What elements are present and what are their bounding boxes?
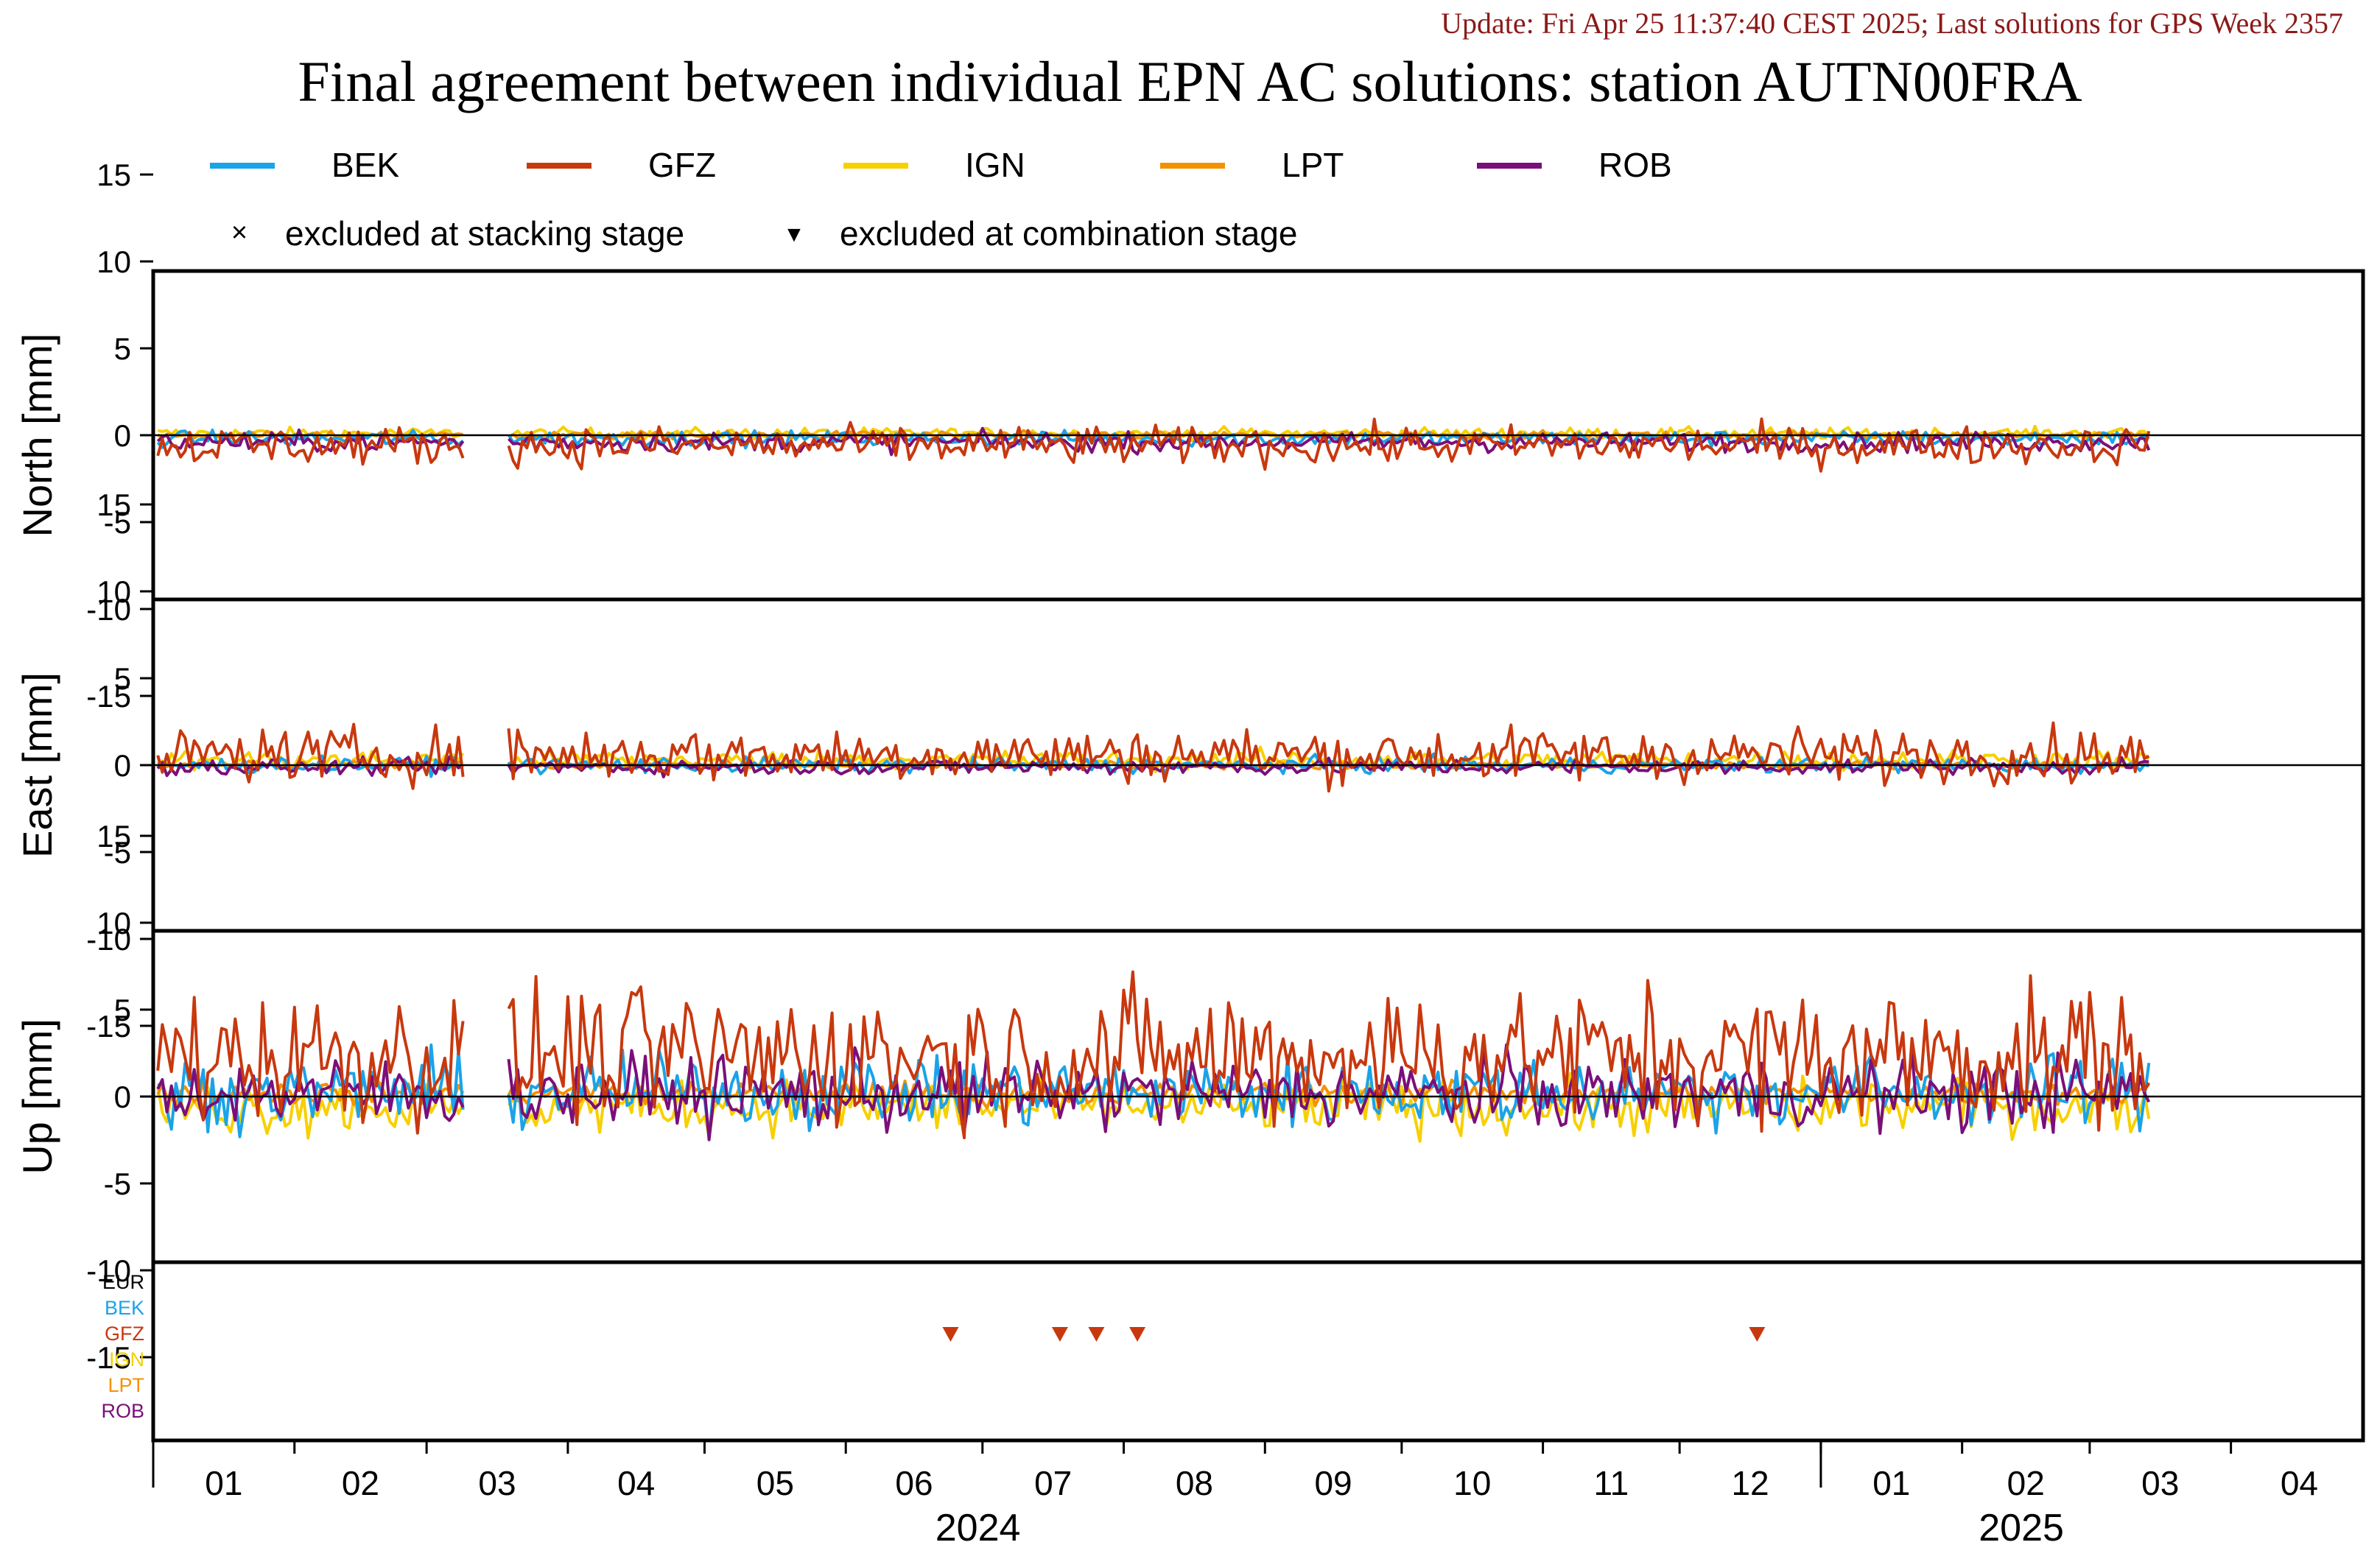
update-timestamp: Update: Fri Apr 25 11:37:40 CEST 2025; L…: [1441, 7, 2343, 40]
exclusion-marker-4: [1129, 1327, 1146, 1342]
y-tick-label: -5: [104, 1166, 131, 1201]
legend-label-bek: BEK: [331, 146, 399, 184]
panel-frames: [140, 173, 2365, 1488]
exclusion-row-label-rob: ROB: [101, 1400, 144, 1422]
x-month-label: 11: [1593, 1464, 1629, 1502]
y-tick-label: -15: [86, 1340, 131, 1375]
exclusion-row-label-gfz: GFZ: [105, 1323, 144, 1345]
exclusion-row-label-ign: IGN: [109, 1348, 144, 1370]
exclusion-row-label-lpt: LPT: [108, 1374, 144, 1396]
x-month-label: 04: [617, 1464, 655, 1502]
exclusion-marker-1: [942, 1327, 959, 1342]
x-month-label: 08: [1176, 1464, 1213, 1502]
y-tick-label: 15: [96, 819, 131, 854]
x-month-label: 05: [757, 1464, 794, 1502]
y-tick-label: 10: [96, 906, 131, 940]
y-tick-label: 10: [96, 244, 131, 279]
x-year-label: 2025: [1979, 1507, 2064, 1545]
exclusion-marker-5: [1749, 1327, 1766, 1342]
exclusion-panel-frame: [151, 1260, 2365, 1443]
y-tick-label: -15: [86, 1009, 131, 1044]
series-lines: [156, 417, 2151, 1342]
axis-labels: 15 10 5 0 -5 -10 -15 North [mm] 15 10 5 0 -5 -10 -15 Ea…: [14, 158, 2318, 1545]
y-tick-label: 10: [96, 574, 131, 609]
exclusion-marker-3: [1088, 1327, 1105, 1342]
y-tick-label: -10: [86, 1253, 131, 1288]
x-month-label: 03: [478, 1464, 516, 1502]
x-month-label: 07: [1034, 1464, 1072, 1502]
y-tick-label: -5: [104, 835, 131, 870]
series-line-gfz-1: [156, 417, 2151, 473]
x-month-label: 02: [342, 1464, 379, 1502]
legend-marker-symbol-2: ▼: [783, 222, 805, 247]
x-month-label: 01: [1872, 1464, 1910, 1502]
x-month-label: 03: [2141, 1464, 2179, 1502]
y-tick-label: 5: [114, 993, 131, 1027]
legend-marker-label-1: excluded at stacking stage: [285, 214, 684, 253]
y-axis-label-1: North [mm]: [14, 334, 60, 538]
legend-label-ign: IGN: [965, 146, 1025, 184]
x-month-label: 12: [1731, 1464, 1769, 1502]
y-tick-label: -10: [86, 922, 131, 957]
x-month-label: 09: [1314, 1464, 1352, 1502]
legend-label-rob: ROB: [1598, 146, 1672, 184]
legend-label-gfz: GFZ: [648, 146, 716, 184]
y-tick-label: -10: [86, 592, 131, 627]
y-axis-label-2: East [mm]: [14, 672, 60, 858]
y-tick-label: 0: [114, 1080, 131, 1114]
y-tick-label: 0: [114, 418, 131, 453]
y-tick-label: -5: [104, 505, 131, 540]
exclusion-row-label-bek: BEK: [105, 1297, 144, 1319]
x-month-label: 06: [895, 1464, 933, 1502]
y-axis-label-3: Up [mm]: [14, 1018, 60, 1175]
chart-title: Final agreement between individual EPN A…: [298, 49, 2082, 113]
legend-label-lpt: LPT: [1282, 146, 1344, 184]
legend: BEK GFZ IGN LPT ROB × excluded at stacking sta…: [210, 146, 1672, 253]
y-tick-label: -15: [86, 679, 131, 714]
x-month-label: 10: [1453, 1464, 1491, 1502]
x-year-label: 2024: [935, 1507, 1021, 1545]
series-line-gfz-3: [156, 970, 2151, 1139]
x-month-label: 02: [2007, 1464, 2045, 1502]
exclusion-marker-2: [1051, 1327, 1068, 1342]
y-tick-label: 5: [114, 661, 131, 696]
y-tick-label: 5: [114, 331, 131, 366]
x-month-label: 04: [2281, 1464, 2318, 1502]
y-tick-label: 15: [96, 158, 131, 192]
series-line-gfz-2: [156, 721, 2150, 793]
legend-marker-label-2: excluded at combination stage: [840, 214, 1297, 253]
y-tick-label: 15: [96, 488, 131, 522]
legend-marker-symbol-1: ×: [231, 217, 248, 248]
y-tick-label: 0: [114, 748, 131, 783]
x-month-label: 01: [205, 1464, 242, 1502]
exclusion-row-label-eur: EUR: [102, 1271, 144, 1293]
